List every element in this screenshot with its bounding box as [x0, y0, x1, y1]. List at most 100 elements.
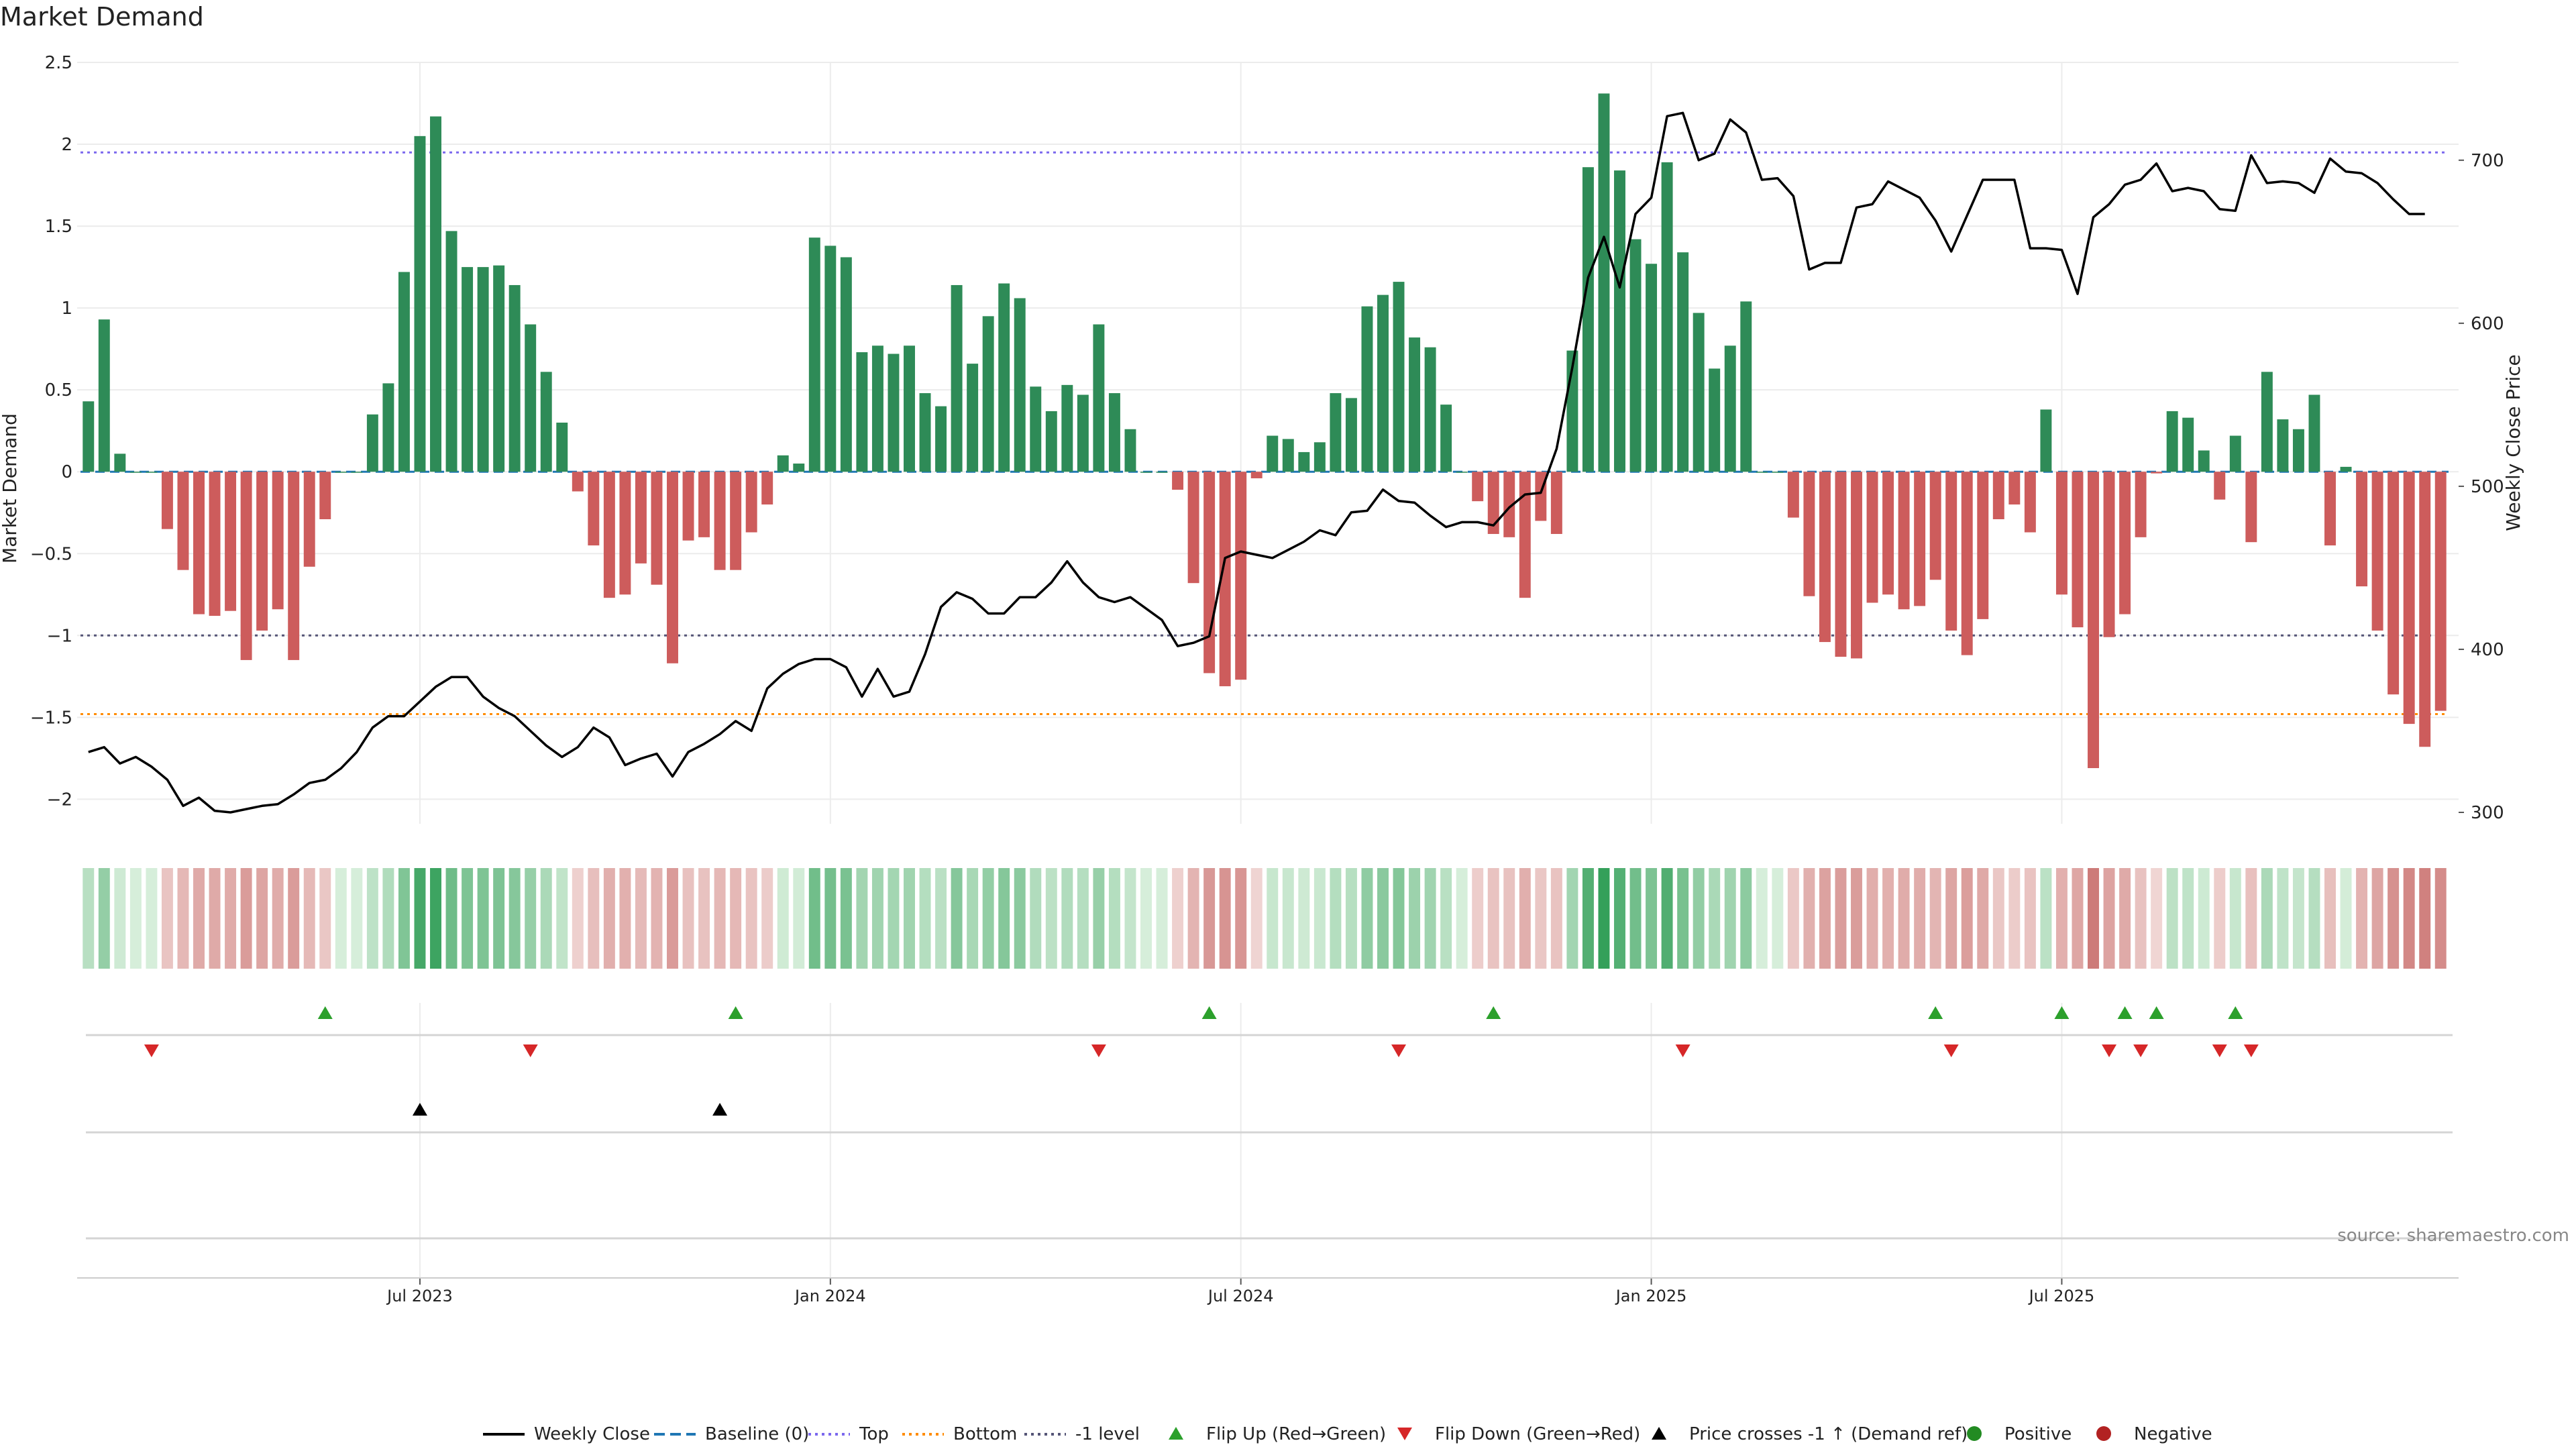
- heat-cell: [319, 868, 331, 969]
- demand-bar: [2040, 409, 2052, 472]
- demand-bar: [430, 116, 441, 472]
- legend-label: Top: [859, 1424, 889, 1444]
- heat-cell: [462, 868, 474, 969]
- demand-bar: [2119, 472, 2131, 614]
- x-tick-label: Jul 2025: [2028, 1287, 2095, 1305]
- legend-item: Negative: [2096, 1424, 2212, 1444]
- heat-cell: [256, 868, 268, 969]
- y-tick-label: −1: [47, 626, 72, 646]
- legend-swatch-positive: [1967, 1426, 1982, 1441]
- demand-bar: [1409, 337, 1421, 472]
- demand-bar: [651, 472, 663, 585]
- legend-item: Top: [808, 1424, 889, 1444]
- heat-cell: [351, 868, 363, 969]
- demand-bar: [146, 472, 158, 473]
- heat-cell: [603, 868, 615, 969]
- demand-bar: [288, 472, 300, 660]
- heat-cell: [303, 868, 315, 969]
- heat-cell: [1646, 868, 1658, 969]
- y-axis-label: Market Demand: [0, 413, 21, 564]
- demand-bar: [2403, 472, 2415, 724]
- legend-label: -1 level: [1075, 1424, 1140, 1444]
- demand-bar: [2166, 411, 2178, 472]
- demand-bar: [1898, 472, 1910, 610]
- flip-up-marker: [728, 1006, 743, 1019]
- flip-down-marker: [1675, 1044, 1690, 1057]
- heat-cell: [745, 868, 757, 969]
- heat-cell: [2151, 868, 2163, 969]
- demand-bar: [982, 316, 994, 472]
- heat-cell: [951, 868, 963, 969]
- demand-bar: [2434, 472, 2447, 711]
- heat-cell: [2214, 868, 2226, 969]
- demand-bar: [209, 472, 221, 616]
- demand-bar: [1598, 93, 1610, 472]
- heat-cell: [1345, 868, 1357, 969]
- heat-cell: [1140, 868, 1152, 969]
- heat-cell: [146, 868, 158, 969]
- demand-bar: [256, 472, 268, 631]
- heat-cell: [193, 868, 205, 969]
- demand-bar: [1693, 313, 1705, 472]
- legend-item: Flip Up (Red→Green): [1169, 1424, 1386, 1444]
- demand-bar: [1929, 472, 1941, 580]
- demand-bar: [2229, 435, 2241, 472]
- demand-bar: [1298, 451, 1310, 472]
- demand-bar: [1487, 472, 1499, 534]
- demand-bar: [1882, 472, 1894, 595]
- demand-bar: [2103, 472, 2115, 637]
- heat-cell: [1361, 868, 1373, 969]
- heat-cell: [1772, 868, 1784, 969]
- y-tick-label: −0.5: [30, 544, 72, 564]
- demand-bar: [1519, 472, 1531, 598]
- y2-tick-label: 600: [2471, 314, 2504, 334]
- demand-bar: [1914, 472, 1926, 606]
- heat-cell: [2308, 868, 2320, 969]
- heat-cell: [1503, 868, 1515, 969]
- heat-cell: [1267, 868, 1279, 969]
- demand-bar: [2340, 466, 2352, 472]
- demand-bar: [1756, 472, 1768, 473]
- demand-bar: [888, 354, 900, 472]
- heat-cell: [288, 868, 300, 969]
- legend-item: Weekly Close: [483, 1424, 650, 1444]
- weekly-close-series: [88, 111, 2425, 814]
- demand-bar: [335, 472, 347, 473]
- demand-bars: [83, 93, 2447, 769]
- heat-cell: [2387, 868, 2400, 969]
- x-tick-label: Jul 2023: [386, 1287, 453, 1305]
- demand-bar: [1219, 472, 1231, 686]
- demand-bar: [98, 319, 110, 472]
- y-tick-label: −2: [47, 790, 72, 810]
- y-tick-label: −1.5: [30, 708, 72, 728]
- heat-cell: [888, 868, 900, 969]
- demand-bar: [2088, 472, 2099, 769]
- demand-bar: [177, 472, 189, 570]
- heat-cell: [1045, 868, 1057, 969]
- demand-bar: [398, 272, 410, 472]
- demand-bar: [2277, 419, 2289, 472]
- y-tick-label: 1.5: [45, 217, 72, 237]
- legend-label: Weekly Close: [534, 1424, 650, 1444]
- demand-bar: [351, 472, 363, 473]
- demand-bar: [556, 422, 568, 472]
- x-tick-label: Jan 2025: [1615, 1287, 1687, 1305]
- demand-bar: [761, 472, 773, 505]
- heat-cell: [1156, 868, 1168, 969]
- price-cross-marker: [712, 1103, 728, 1116]
- heat-cell: [2434, 868, 2447, 969]
- heat-cell: [2008, 868, 2021, 969]
- demand-bar: [2055, 472, 2068, 595]
- heat-cell: [2371, 868, 2383, 969]
- heat-cell: [840, 868, 852, 969]
- y2-tick-label: 300: [2471, 803, 2504, 823]
- heat-cell: [1061, 868, 1073, 969]
- heat-cell: [1882, 868, 1894, 969]
- heat-cell: [398, 868, 410, 969]
- heat-cell: [1124, 868, 1136, 969]
- heat-cell: [1519, 868, 1531, 969]
- demand-bar: [1472, 472, 1484, 502]
- legend-label: Flip Up (Red→Green): [1206, 1424, 1386, 1444]
- heat-cell: [540, 868, 552, 969]
